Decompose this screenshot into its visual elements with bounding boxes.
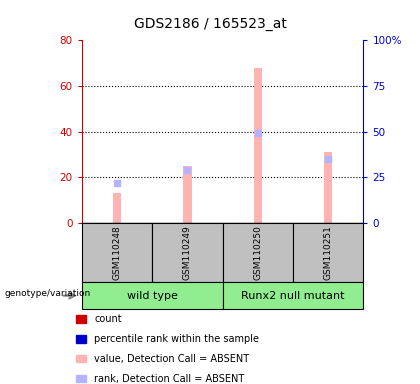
Text: value, Detection Call = ABSENT: value, Detection Call = ABSENT [94, 354, 249, 364]
Point [325, 156, 331, 162]
Text: GSM110251: GSM110251 [324, 225, 333, 280]
Text: genotype/variation: genotype/variation [4, 289, 90, 298]
Bar [113, 193, 121, 223]
Text: count: count [94, 314, 122, 324]
Bar [183, 166, 192, 223]
Text: rank, Detection Call = ABSENT: rank, Detection Call = ABSENT [94, 374, 245, 384]
Text: Runx2 null mutant: Runx2 null mutant [241, 291, 345, 301]
Point [114, 180, 121, 186]
Point [184, 167, 191, 173]
Bar [324, 152, 332, 223]
Point [255, 130, 261, 136]
Text: percentile rank within the sample: percentile rank within the sample [94, 334, 260, 344]
Text: GDS2186 / 165523_at: GDS2186 / 165523_at [134, 17, 286, 31]
Text: GSM110248: GSM110248 [113, 225, 121, 280]
Text: wild type: wild type [127, 291, 178, 301]
Text: GSM110249: GSM110249 [183, 225, 192, 280]
Text: GSM110250: GSM110250 [253, 225, 262, 280]
Bar [254, 68, 262, 223]
